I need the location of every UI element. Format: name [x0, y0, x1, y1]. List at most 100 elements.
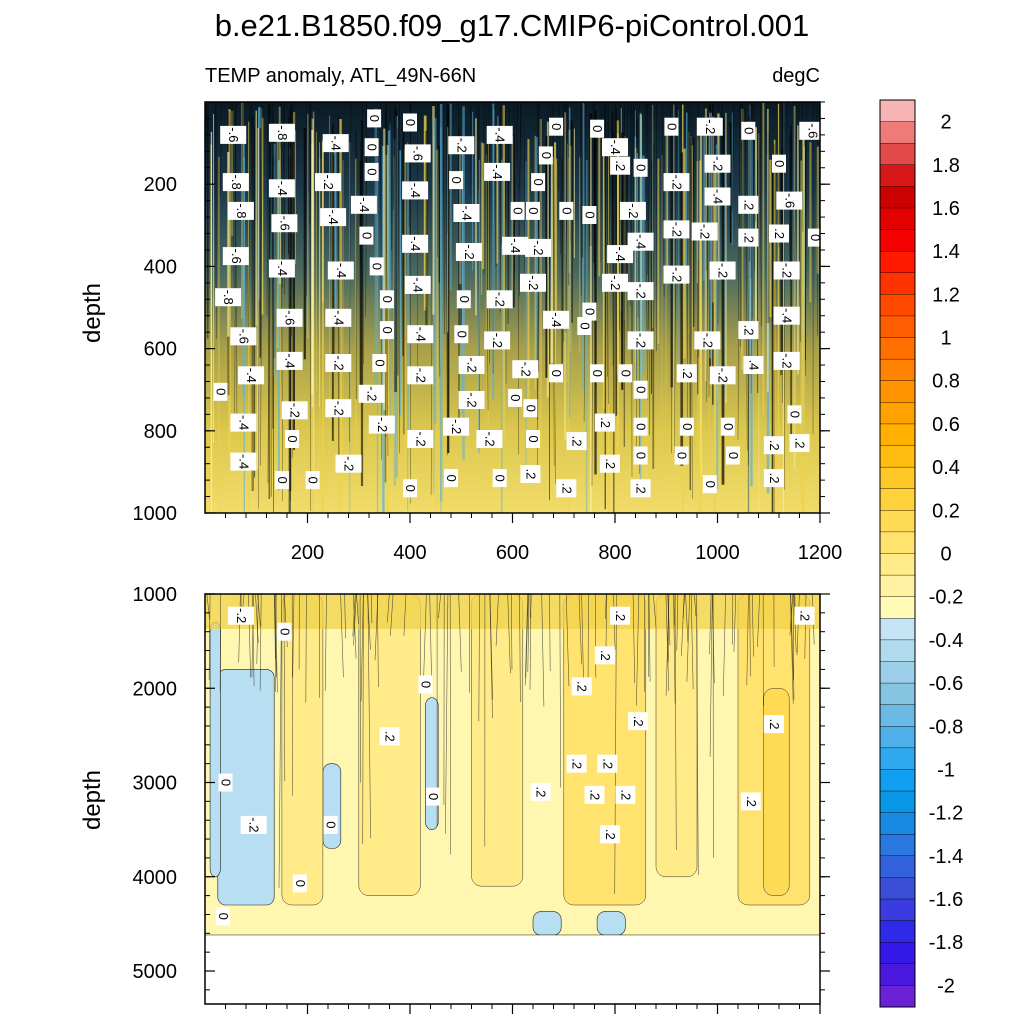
upper-contour-stripe	[800, 160, 803, 505]
upper-contour-line	[786, 102, 788, 194]
contour-label: 0	[526, 435, 541, 442]
contour-label-box	[615, 785, 636, 804]
upper-contour-line	[662, 102, 665, 297]
y-tick-label: 600	[144, 339, 177, 361]
contour-label: 0	[359, 232, 374, 239]
upper-contour-stripe	[773, 139, 776, 513]
contour-label-box	[476, 430, 503, 448]
contour-label-box	[720, 417, 735, 436]
contour-label-box	[743, 356, 764, 374]
lower-contour-line	[709, 594, 712, 655]
y-tick-label: 4000	[133, 867, 178, 889]
contour-label-box	[599, 454, 620, 473]
upper-contour-stripe	[704, 108, 708, 382]
upper-contour-stripe	[261, 117, 264, 315]
contour-label: -.4	[493, 127, 508, 142]
contour-label-box	[633, 380, 648, 399]
contour-label: -.2	[288, 403, 303, 418]
contour-label: -.2	[449, 419, 464, 434]
contour-label: .2	[575, 681, 590, 692]
contour-label-box	[776, 191, 803, 210]
contour-label-box	[364, 162, 379, 181]
y-tick-label: 2000	[133, 678, 178, 700]
contour-label: 0	[549, 123, 564, 130]
lower-contour-line	[605, 594, 607, 620]
lower-contour-line	[292, 594, 295, 678]
upper-contour-stripe	[564, 112, 567, 440]
contour-label-box	[220, 125, 247, 144]
contour-label: 0	[365, 144, 380, 151]
lower-contour-line	[356, 594, 359, 624]
contour-label-box	[325, 399, 352, 418]
contour-label: 0	[449, 176, 464, 183]
contour-label-box	[602, 138, 628, 157]
contour-label: -.2	[454, 138, 469, 153]
contour-label: 0	[380, 326, 395, 333]
contour-label: -.2	[413, 368, 428, 383]
upper-contour-line	[393, 102, 396, 210]
contour-label: 0	[559, 207, 574, 214]
upper-contour-line	[563, 102, 566, 342]
lower-contour-line	[682, 594, 686, 618]
colorbar-tick-label: 1.2	[932, 284, 960, 306]
contour-label: .2	[603, 829, 618, 840]
contour-label: -.2	[465, 392, 480, 407]
contour-label-box	[704, 187, 731, 206]
upper-contour-stripe	[666, 124, 669, 281]
upper-contour-stripe	[665, 118, 667, 413]
lower-contour-line	[674, 594, 677, 850]
contour-label-box	[663, 173, 690, 192]
upper-contour-stripe	[485, 154, 487, 513]
contour-label-box	[763, 715, 784, 734]
x-tick-label: 800	[598, 542, 631, 564]
lower-contour-line	[274, 594, 277, 678]
upper-contour-stripe	[206, 107, 209, 339]
colorbar-tick-label: 0.8	[932, 371, 960, 393]
contour-label: -.6	[283, 310, 298, 325]
contour-label-box	[325, 308, 352, 327]
contour-label-box	[268, 259, 295, 278]
contour-label: 0	[403, 485, 418, 492]
upper-contour-line	[266, 102, 269, 317]
upper-contour-stripe	[582, 103, 585, 390]
upper-contour-stripe	[227, 151, 230, 337]
colorbar-labels: 2 1.8 1.6 1.4 1.2 1 0.8 0.6 0.4 0.2 0 -0.2 -0.4 -0.6 -…	[929, 112, 963, 998]
upper-contour-stripe	[210, 131, 213, 513]
contour-label: .2	[793, 438, 808, 449]
upper-contour-stripe	[689, 137, 692, 491]
lower-contour-line	[527, 594, 530, 672]
contour-label-box	[327, 261, 354, 280]
contour-label-box	[526, 201, 540, 220]
contour-label: 0	[403, 119, 418, 126]
upper-contour-stripe	[712, 103, 714, 405]
lower-contour-labels: -.2 0 0 .2 0 -.2 0 0 0 0 .2 .2 .2 .2 .2 .2 .2 .2 .2 .2 .2 .2.…	[215, 606, 815, 926]
contour-label-box	[274, 471, 289, 490]
contour-label-box	[773, 351, 800, 370]
contour-label-box	[772, 154, 786, 173]
lower-contour-line	[524, 594, 528, 686]
upper-contour-stripe	[568, 158, 570, 513]
colorbar-swatch	[879, 250, 916, 274]
upper-contour-stripe	[546, 121, 549, 398]
colorbar-swatch	[879, 164, 916, 187]
colorbar-swatch	[879, 380, 916, 403]
lower-contour-line	[274, 594, 276, 660]
colorbar-swatch	[879, 985, 916, 1008]
contour-label-box	[594, 413, 615, 432]
upper-contour-stripe	[604, 105, 606, 510]
contour-label-box	[543, 310, 570, 329]
contour-label: -.2	[331, 355, 346, 370]
contour-label-box	[486, 290, 513, 309]
colorbar-tick-label: -1.6	[929, 889, 963, 911]
lower-contour-line	[549, 594, 551, 672]
lower-contour-line	[790, 594, 794, 704]
contour-label-box	[448, 136, 475, 155]
lower-contour-line	[632, 594, 635, 684]
contour-label-box	[305, 471, 320, 490]
colorbar-tick-label: 2	[940, 112, 951, 134]
contour-label-box	[740, 792, 761, 811]
contour-label-box	[458, 356, 485, 374]
contour-label: -.2	[670, 175, 685, 190]
upper-contour-stripe	[472, 111, 474, 271]
contour-label-box	[610, 156, 631, 175]
